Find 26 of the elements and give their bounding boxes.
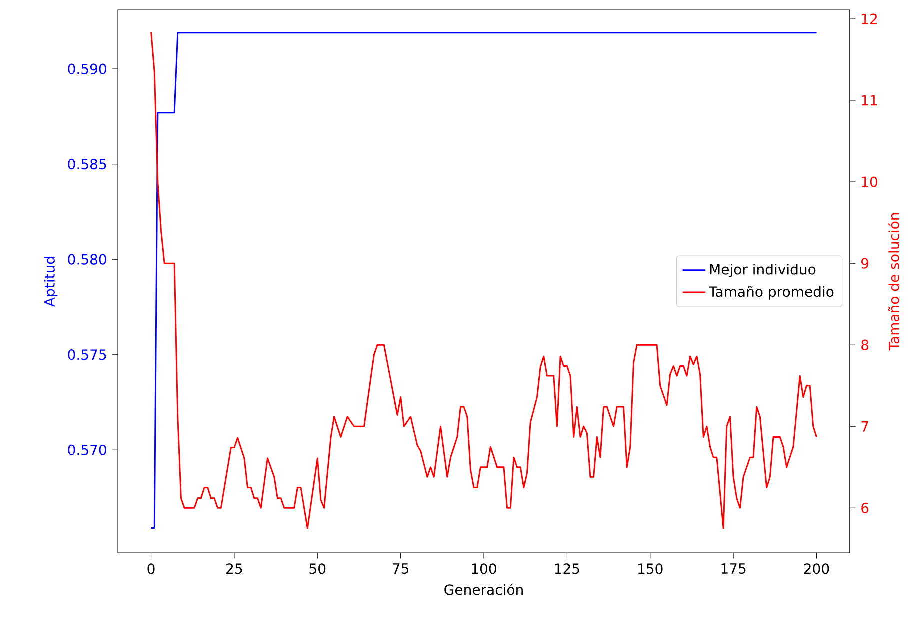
y2-tick-label: 8 [862,340,869,350]
y2-axis-title: Tamaño de solución [888,213,900,351]
y-axis-title: Aptitud [44,257,58,307]
x-tick-label: 50 [310,564,326,574]
x-tick-label: 25 [226,564,242,574]
x-tick-label: 175 [722,564,746,574]
y-tick-label: 0.585 [68,159,106,170]
x-tick-label: 125 [555,564,580,574]
legend-label: Tamaño promedio [708,286,834,300]
y-tick-label: 0.590 [68,64,106,74]
x-tick-label: 150 [638,564,663,574]
x-tick-label: 0 [148,564,155,574]
x-tick-label: 200 [804,564,830,574]
y2-tick-label: 9 [862,258,869,269]
x-tick-label: 75 [393,564,408,574]
y2-tick-label: 11 [862,95,878,106]
x-axis-title: Generación [444,584,523,596]
y-tick-label: 0.575 [68,350,106,360]
y2-tick-label: 10 [862,176,878,188]
y2-tick-label: 7 [862,422,868,432]
legend-label: Mejor individuo [710,264,816,278]
y-tick-label: 0.580 [68,254,106,265]
y2-tick-label: 6 [862,502,869,514]
y-tick-label: 0.570 [68,444,106,456]
x-tick-label: 100 [472,564,496,574]
y2-tick-label: 12 [862,14,878,24]
